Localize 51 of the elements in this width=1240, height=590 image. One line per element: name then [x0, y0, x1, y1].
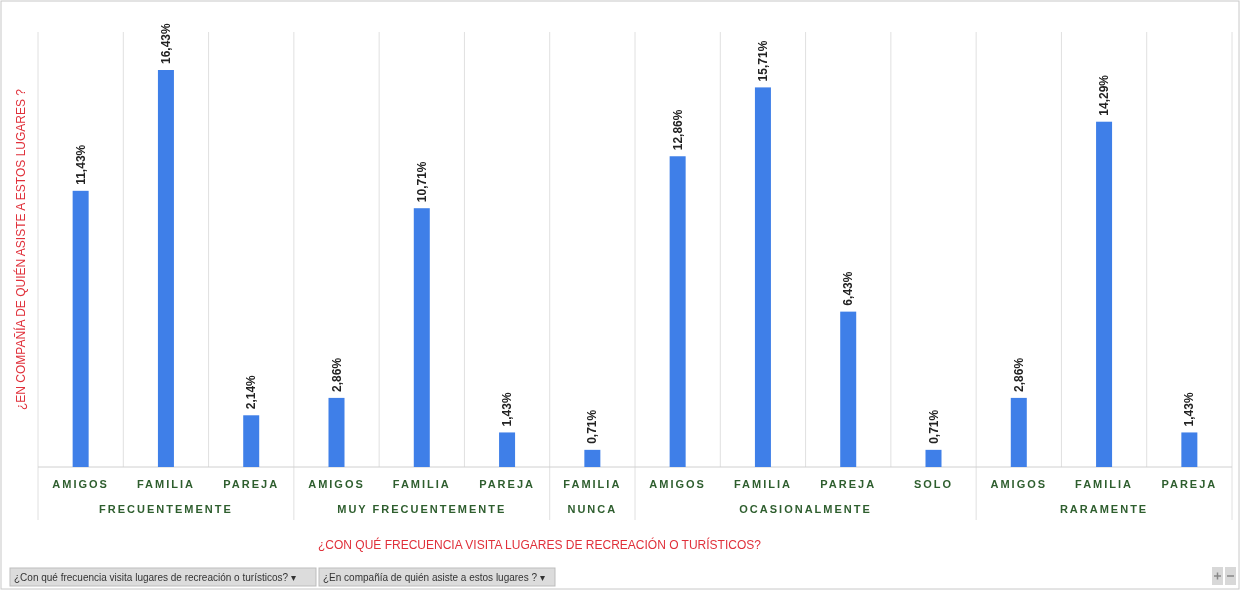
x-tick-label: FAMILIA [1075, 478, 1134, 490]
text: RARAMENTE [1059, 503, 1149, 515]
x-tick-label: FAMILIA [392, 478, 451, 490]
data-label: 1,43% [500, 392, 515, 427]
data-label: 1,43% [1182, 392, 1197, 427]
data-label: 15,71% [755, 40, 770, 82]
bar [328, 397, 345, 467]
data-label: 11,43% [73, 144, 88, 185]
x-tick-label: FAMILIA [733, 478, 792, 490]
text: OCASIONALMENTE [739, 503, 872, 515]
bar [1010, 397, 1027, 467]
bar [754, 87, 771, 467]
x-tick-label: PAREJA [1161, 478, 1218, 490]
x-tick-label: FAMILIA [563, 478, 622, 490]
bar [925, 449, 942, 467]
x-tick-label: AMIGOS [308, 478, 365, 490]
text: FRECUENTEMENTE [99, 503, 233, 515]
x-tick-label: AMIGOS [990, 478, 1048, 490]
bar [1181, 432, 1198, 467]
data-label: 10,71% [414, 161, 429, 203]
x-tick-label: FAMILIA [136, 478, 195, 490]
x-tick-label: PAREJA [479, 478, 535, 490]
bar [669, 156, 686, 467]
text: NUNCA [567, 503, 618, 515]
data-label: 0,71% [926, 409, 941, 444]
data-label: 14,29% [1097, 74, 1112, 116]
bar [157, 70, 174, 467]
bar [840, 311, 857, 467]
bar [243, 415, 260, 467]
data-label: 16,43% [158, 22, 173, 64]
data-label: 2,86% [1011, 357, 1026, 392]
data-label: 2,86% [329, 357, 344, 392]
data-label: 6,43% [841, 271, 856, 306]
text: MUY FRECUENTEMENTE [337, 503, 507, 515]
text: ¿Con qué frecuencia visita lugares de recreación o turísticos? ▾ [14, 572, 296, 583]
x-tick-label: SOLO [913, 478, 954, 490]
x-tick-label: PAREJA [820, 478, 877, 490]
x-tick-label: AMIGOS [649, 478, 706, 490]
bar [499, 432, 516, 467]
bar [413, 208, 430, 467]
x-axis-title: ¿CON QUÉ FRECUENCIA VISITA LUGARES DE RECREACIÓN O TURÍSTICOS? [318, 537, 762, 552]
y-axis-title: ¿EN COMPAÑÍA DE QUIÉN ASISTE A ESTOS LUGARES ? [13, 88, 28, 410]
x-tick-label: PAREJA [223, 478, 280, 490]
bar [1096, 121, 1113, 467]
bar [72, 190, 89, 467]
data-label: 12,86% [670, 109, 685, 151]
text: ¿En compañía de quién asiste a estos lugares ? ▾ [323, 572, 545, 583]
data-label: 0,71% [585, 409, 600, 444]
data-label: 2,14% [244, 374, 259, 410]
x-tick-label: AMIGOS [52, 478, 109, 490]
bar [584, 449, 601, 467]
